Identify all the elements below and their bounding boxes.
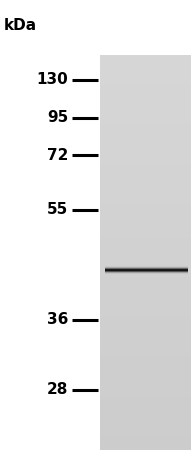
- Bar: [100, 361, 191, 367]
- Bar: [100, 184, 191, 189]
- Text: 55: 55: [47, 202, 68, 217]
- Bar: [100, 435, 191, 441]
- Bar: [100, 85, 191, 90]
- Text: 36: 36: [47, 312, 68, 328]
- Bar: [100, 405, 191, 411]
- Bar: [100, 208, 191, 213]
- Bar: [100, 272, 191, 278]
- Bar: [100, 174, 191, 179]
- Bar: [100, 386, 191, 391]
- Bar: [100, 445, 191, 450]
- Bar: [100, 342, 191, 347]
- Bar: [100, 440, 191, 445]
- Bar: [100, 228, 191, 233]
- Bar: [100, 410, 191, 416]
- Bar: [100, 297, 191, 302]
- Bar: [100, 400, 191, 406]
- Bar: [100, 302, 191, 307]
- Bar: [100, 104, 191, 110]
- Bar: [100, 322, 191, 327]
- Bar: [100, 307, 191, 312]
- Bar: [100, 159, 191, 164]
- Text: 28: 28: [47, 382, 68, 397]
- Bar: [100, 248, 191, 253]
- Bar: [100, 193, 191, 199]
- Bar: [100, 252, 191, 258]
- Bar: [100, 430, 191, 436]
- Bar: [100, 371, 191, 377]
- Bar: [100, 144, 191, 149]
- Bar: [100, 396, 191, 401]
- Bar: [100, 356, 191, 362]
- Bar: [100, 75, 191, 80]
- Bar: [100, 292, 191, 297]
- Bar: [100, 351, 191, 357]
- Bar: [100, 381, 191, 386]
- Bar: [100, 267, 191, 273]
- Bar: [100, 134, 191, 140]
- Bar: [100, 287, 191, 292]
- Bar: [100, 129, 191, 135]
- Bar: [100, 169, 191, 174]
- Bar: [100, 90, 191, 95]
- Bar: [100, 366, 191, 372]
- Bar: [100, 203, 191, 208]
- Bar: [100, 218, 191, 223]
- Bar: [100, 164, 191, 169]
- Bar: [100, 262, 191, 268]
- Text: kDa: kDa: [4, 18, 37, 33]
- Text: 130: 130: [36, 72, 68, 87]
- Bar: [100, 332, 191, 337]
- Bar: [100, 109, 191, 115]
- Bar: [100, 277, 191, 283]
- Bar: [100, 65, 191, 70]
- Bar: [100, 99, 191, 105]
- Bar: [100, 243, 191, 248]
- Bar: [100, 415, 191, 421]
- Bar: [100, 124, 191, 130]
- Bar: [100, 282, 191, 288]
- Bar: [100, 55, 191, 60]
- Bar: [100, 420, 191, 426]
- Bar: [100, 114, 191, 120]
- Bar: [100, 223, 191, 228]
- Bar: [100, 179, 191, 184]
- Bar: [100, 312, 191, 317]
- Bar: [100, 233, 191, 238]
- Bar: [100, 188, 191, 194]
- Bar: [100, 257, 191, 263]
- Bar: [100, 376, 191, 382]
- Bar: [100, 139, 191, 144]
- Bar: [100, 80, 191, 85]
- Bar: [100, 70, 191, 75]
- Bar: [100, 391, 191, 396]
- Bar: [100, 60, 191, 65]
- Bar: [100, 327, 191, 332]
- Bar: [100, 425, 191, 431]
- Bar: [100, 94, 191, 100]
- Bar: [100, 213, 191, 218]
- Bar: [100, 154, 191, 159]
- Text: 72: 72: [47, 148, 68, 162]
- Bar: [100, 149, 191, 154]
- Bar: [100, 198, 191, 203]
- Text: 95: 95: [47, 111, 68, 126]
- Bar: [100, 119, 191, 125]
- Bar: [100, 238, 191, 243]
- Bar: [100, 337, 191, 342]
- Bar: [100, 346, 191, 352]
- Bar: [100, 317, 191, 322]
